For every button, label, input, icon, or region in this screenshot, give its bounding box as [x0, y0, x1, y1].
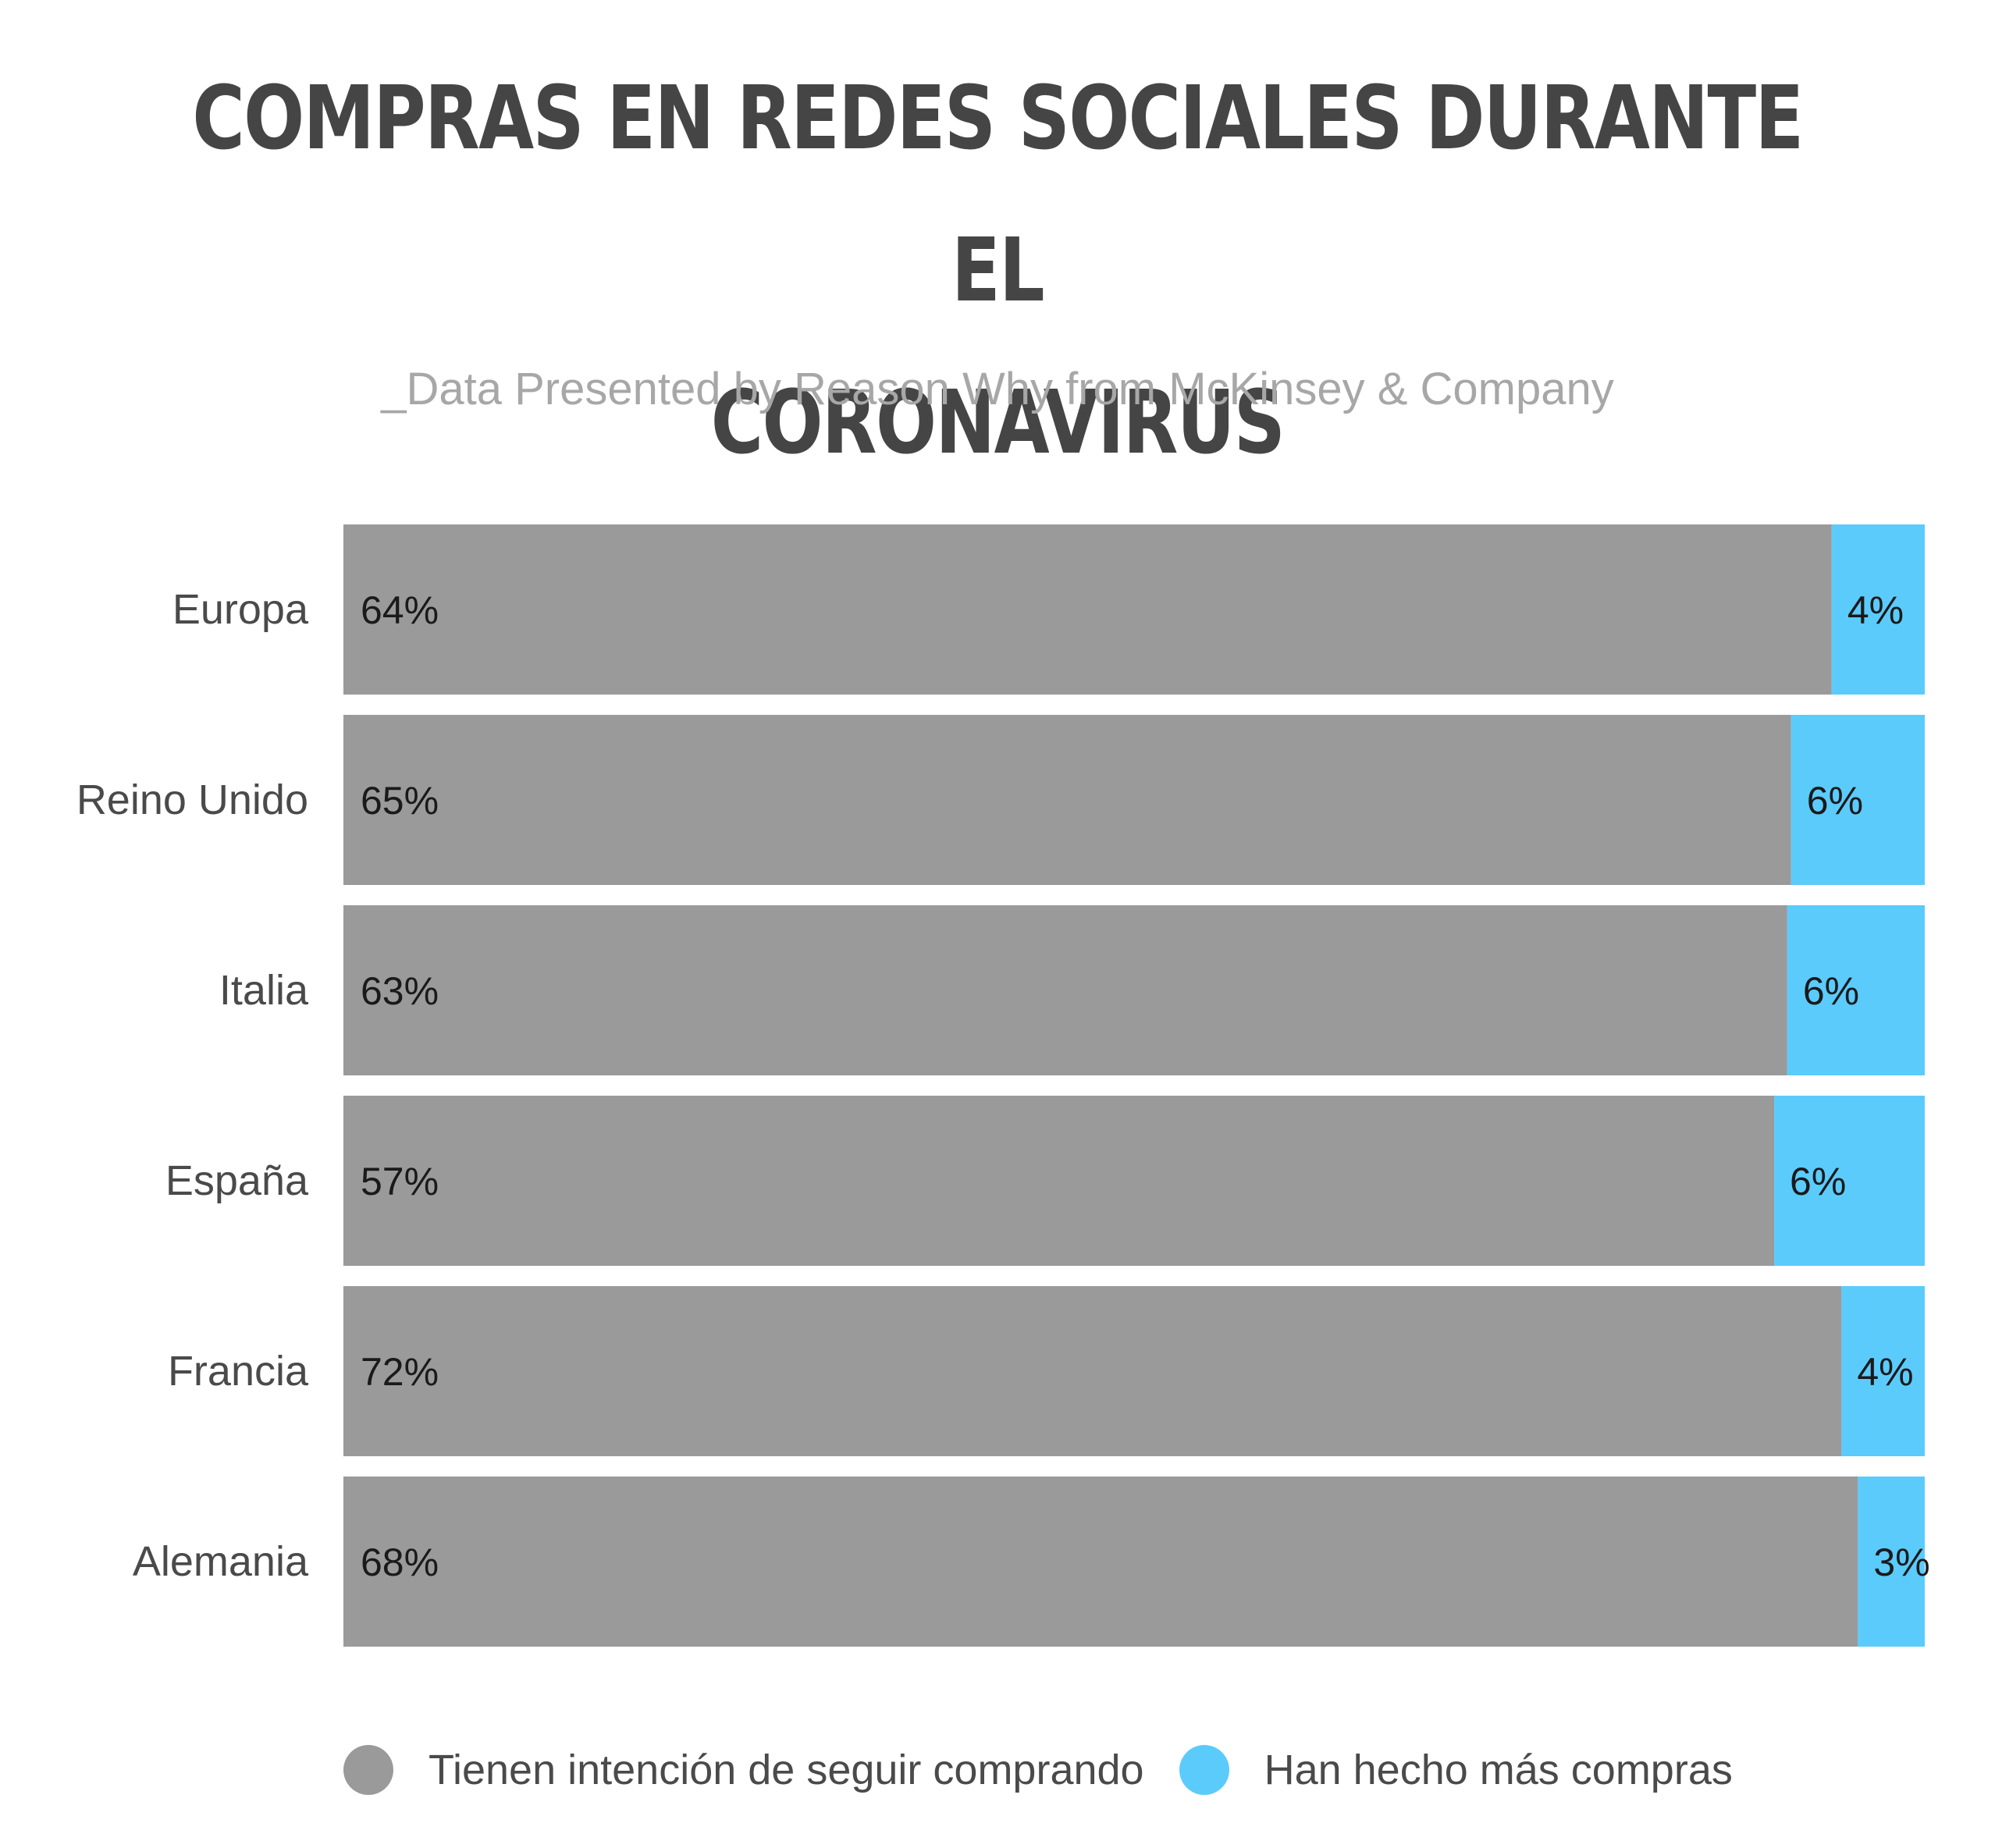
category-label-1: Reino Unido	[76, 777, 308, 823]
chart-legend: Tienen intención de seguir comprando Han…	[343, 1731, 1768, 1809]
bar-segment-compras-3	[1774, 1096, 1925, 1266]
value-label-compras-4: 4%	[1857, 1350, 1913, 1394]
legend-label-series-1: Tienen intención de seguir comprando	[429, 1747, 1144, 1793]
legend-item-series-2: Han hecho más compras	[1179, 1745, 1733, 1795]
value-label-compras-5: 3%	[1873, 1541, 1929, 1584]
value-label-intencion-3: 57%	[361, 1160, 439, 1203]
value-label-intencion-5: 68%	[361, 1541, 439, 1584]
bar-segment-intencion-4	[343, 1286, 1842, 1456]
chart-title-line-1: COMPRAS EN REDES SOCIALES DURANTE EL	[192, 68, 1804, 322]
category-label-4: Francia	[168, 1348, 309, 1395]
legend-swatch-series-2	[1179, 1745, 1229, 1795]
bar-segment-intencion-5	[343, 1477, 1858, 1647]
legend-item-series-1: Tienen intención de seguir comprando	[343, 1745, 1144, 1795]
bar-segment-intencion-0	[343, 524, 1832, 695]
value-label-intencion-0: 64%	[361, 588, 439, 632]
value-label-compras-2: 6%	[1803, 969, 1859, 1013]
value-label-intencion-4: 72%	[361, 1350, 439, 1394]
value-label-intencion-2: 63%	[361, 969, 439, 1013]
bar-segment-intencion-3	[343, 1096, 1775, 1266]
legend-swatch-series-1	[343, 1745, 393, 1795]
bar-segment-intencion-1	[343, 715, 1791, 885]
bar-segment-compras-4	[1841, 1286, 1925, 1456]
bar-segment-compras-1	[1791, 715, 1925, 885]
legend-label-series-2: Han hecho más compras	[1264, 1747, 1733, 1793]
chart-title-line-2: CORONAVIRUS	[710, 372, 1286, 474]
bar-segment-compras-5	[1858, 1477, 1925, 1647]
chart-subtitle: _Data Presented by Reason Why from McKin…	[381, 364, 1614, 414]
category-label-0: Europa	[172, 586, 309, 633]
value-label-compras-0: 4%	[1847, 588, 1904, 632]
chart-title: COMPRAS EN REDES SOCIALES DURANTE EL COR…	[180, 43, 1815, 499]
bar-segment-intencion-2	[343, 905, 1787, 1075]
category-label-5: Alemania	[133, 1538, 309, 1585]
value-label-intencion-1: 65%	[361, 779, 439, 823]
category-label-2: Italia	[219, 967, 309, 1014]
value-label-compras-3: 6%	[1790, 1160, 1846, 1203]
stacked-bar-chart: Europa 64% 4% Reino Unido 65% 6% Italia 63% 6% Es…	[76, 524, 1930, 1647]
bar-segment-compras-0	[1831, 524, 1925, 695]
bar-segment-compras-2	[1787, 905, 1925, 1075]
value-label-compras-1: 6%	[1807, 779, 1863, 823]
category-label-3: España	[165, 1157, 309, 1204]
